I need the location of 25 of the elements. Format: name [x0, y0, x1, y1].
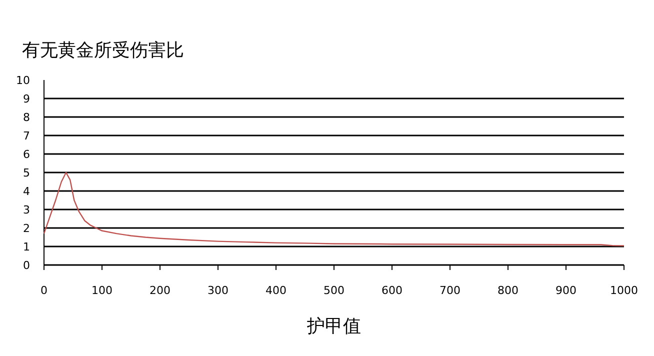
x-tick-label: 200	[150, 284, 170, 297]
x-tick-label: 1000	[610, 284, 638, 297]
y-tick-label: 10	[16, 74, 30, 87]
x-tick-label: 500	[324, 284, 344, 297]
x-tick-label: 400	[266, 284, 286, 297]
x-tick-label: 800	[498, 284, 518, 297]
y-tick-label: 6	[23, 148, 30, 161]
y-tick-label: 8	[23, 111, 30, 124]
y-tick-label: 1	[23, 240, 30, 254]
x-tick-label: 600	[382, 284, 402, 297]
x-tick-label: 300	[208, 284, 228, 297]
y-tick-label: 4	[23, 185, 30, 198]
y-tick-label: 5	[23, 166, 30, 180]
y-tick-label: 2	[23, 222, 30, 235]
x-tick-label: 100	[92, 284, 112, 297]
x-axis-title: 护甲值	[306, 316, 361, 337]
x-tick-label: 700	[440, 284, 460, 297]
y-tick-label: 9	[23, 92, 30, 106]
chart-title: 有无黄金所受伤害比	[22, 40, 184, 61]
y-tick-label: 7	[23, 130, 30, 142]
x-tick-label: 0	[40, 284, 48, 297]
y-tick-label: 0	[23, 259, 30, 272]
y-tick-label: 3	[23, 204, 30, 216]
line-series	[43, 172, 625, 246]
x-tick-label: 900	[556, 284, 576, 297]
